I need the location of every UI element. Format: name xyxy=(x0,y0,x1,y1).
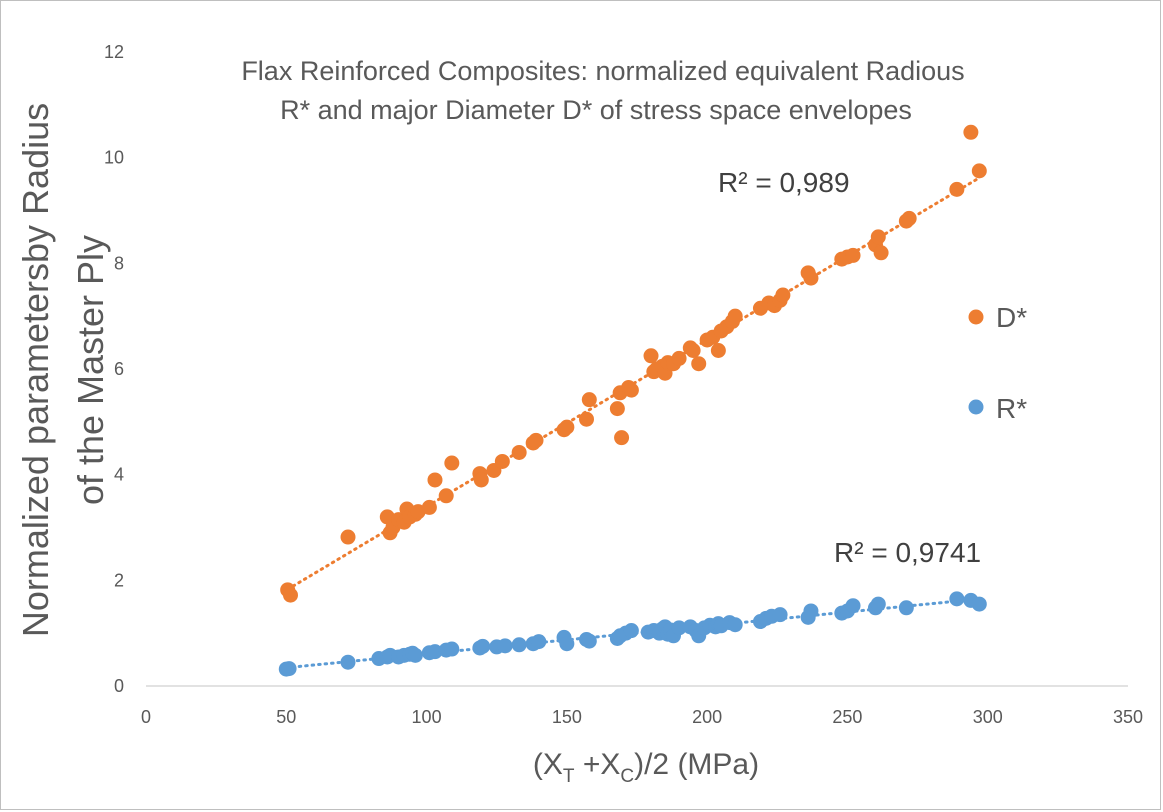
data-point-d xyxy=(438,488,454,504)
x-axis-title-sub-t: T xyxy=(563,766,575,787)
data-point-d xyxy=(727,308,743,324)
data-point-d xyxy=(671,350,687,366)
data-point-r xyxy=(623,623,639,639)
data-point-r xyxy=(671,620,687,636)
data-point-d xyxy=(623,382,639,398)
data-point-d xyxy=(282,587,298,603)
data-point-r xyxy=(803,603,819,619)
x-tick-label: 200 xyxy=(692,707,722,727)
data-point-r xyxy=(427,644,443,660)
legend-label-d: D* xyxy=(996,302,1027,333)
y-tick-labels: 0 2 4 6 8 10 12 xyxy=(104,42,124,696)
data-point-r xyxy=(559,636,575,652)
y-axis-title: Normalized parametersby Radius of the Ma… xyxy=(15,103,111,637)
y-tick-label: 10 xyxy=(104,148,124,168)
legend-marker-r xyxy=(968,399,984,415)
data-point-d xyxy=(971,163,987,179)
y-tick-label: 6 xyxy=(114,359,124,379)
data-point-d xyxy=(578,411,594,427)
data-points xyxy=(278,124,987,677)
data-point-d xyxy=(901,210,917,226)
legend: D* R* xyxy=(968,302,1027,424)
data-point-r xyxy=(281,661,297,677)
data-point-d xyxy=(340,529,356,545)
data-point-d xyxy=(775,287,791,303)
x-tick-labels: 0 50 100 150 200 250 300 350 xyxy=(141,707,1143,727)
data-point-r xyxy=(407,647,423,663)
data-point-d xyxy=(710,343,726,359)
data-point-d xyxy=(581,392,597,408)
data-point-d xyxy=(559,419,575,435)
data-point-d xyxy=(873,245,889,261)
legend-label-r: R* xyxy=(996,393,1027,424)
data-point-r xyxy=(898,600,914,616)
x-tick-label: 50 xyxy=(276,707,296,727)
data-point-r xyxy=(475,638,491,654)
data-point-r xyxy=(949,591,965,607)
x-axis-title: (XT +XC)/2 (MPa) xyxy=(533,748,759,787)
y-axis-title-line-1: Normalized parametersby Radius xyxy=(15,103,56,637)
data-point-d xyxy=(614,430,630,446)
data-point-d xyxy=(963,124,979,140)
x-axis-title-open: (X xyxy=(533,748,563,781)
x-tick-label: 300 xyxy=(973,707,1003,727)
data-point-d xyxy=(609,401,625,417)
data-point-d xyxy=(427,472,443,488)
y-tick-label: 4 xyxy=(114,465,124,485)
x-axis-title-sub-c: C xyxy=(620,766,634,787)
y-tick-label: 12 xyxy=(104,42,124,62)
data-point-r xyxy=(727,617,743,633)
data-point-d xyxy=(845,247,861,263)
data-point-d xyxy=(473,472,489,488)
data-point-r xyxy=(531,634,547,650)
data-point-r xyxy=(581,633,597,649)
data-point-r xyxy=(340,654,356,670)
legend-marker-d xyxy=(968,309,984,325)
y-axis-title-line-2: of the Master Ply xyxy=(70,235,111,505)
data-point-r xyxy=(845,598,861,614)
chart-title-line-1: Flax Reinforced Composites: normalized e… xyxy=(241,56,964,86)
r2-label-d: R² = 0,989 xyxy=(718,167,850,198)
x-axis-title-mid: +X xyxy=(574,748,620,781)
data-point-d xyxy=(528,432,544,448)
data-point-r xyxy=(870,596,886,612)
data-point-d xyxy=(870,229,886,245)
data-point-r xyxy=(444,641,460,657)
y-tick-label: 0 xyxy=(114,676,124,696)
chart-title-line-2: R* and major Diameter D* of stress space… xyxy=(280,95,912,125)
data-point-d xyxy=(444,455,460,471)
x-tick-label: 350 xyxy=(1113,707,1143,727)
x-tick-label: 100 xyxy=(412,707,442,727)
y-tick-label: 2 xyxy=(114,570,124,590)
data-point-d xyxy=(691,356,707,372)
data-point-d xyxy=(494,453,510,469)
data-point-d xyxy=(803,270,819,286)
x-tick-label: 150 xyxy=(552,707,582,727)
x-axis-title-close: )/2 (MPa) xyxy=(634,748,759,781)
x-tick-label: 250 xyxy=(832,707,862,727)
data-point-r xyxy=(511,637,527,653)
data-point-r xyxy=(772,607,788,623)
y-tick-label: 8 xyxy=(114,253,124,273)
data-point-d xyxy=(421,499,437,515)
data-point-r xyxy=(971,596,987,612)
data-point-d xyxy=(643,348,659,364)
x-tick-label: 0 xyxy=(141,707,151,727)
data-point-d xyxy=(685,343,701,359)
data-point-d xyxy=(511,444,527,460)
data-point-d xyxy=(949,181,965,197)
r2-label-r: R² = 0,9741 xyxy=(834,537,981,568)
data-point-r xyxy=(497,638,513,654)
